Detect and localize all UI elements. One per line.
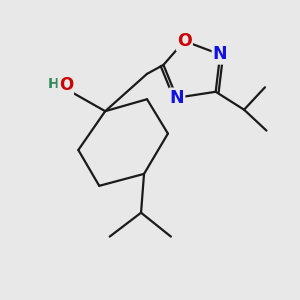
Text: N: N bbox=[213, 45, 227, 63]
Text: N: N bbox=[169, 89, 184, 107]
Text: O: O bbox=[177, 32, 192, 50]
Text: H: H bbox=[48, 77, 60, 91]
Text: O: O bbox=[59, 76, 73, 94]
